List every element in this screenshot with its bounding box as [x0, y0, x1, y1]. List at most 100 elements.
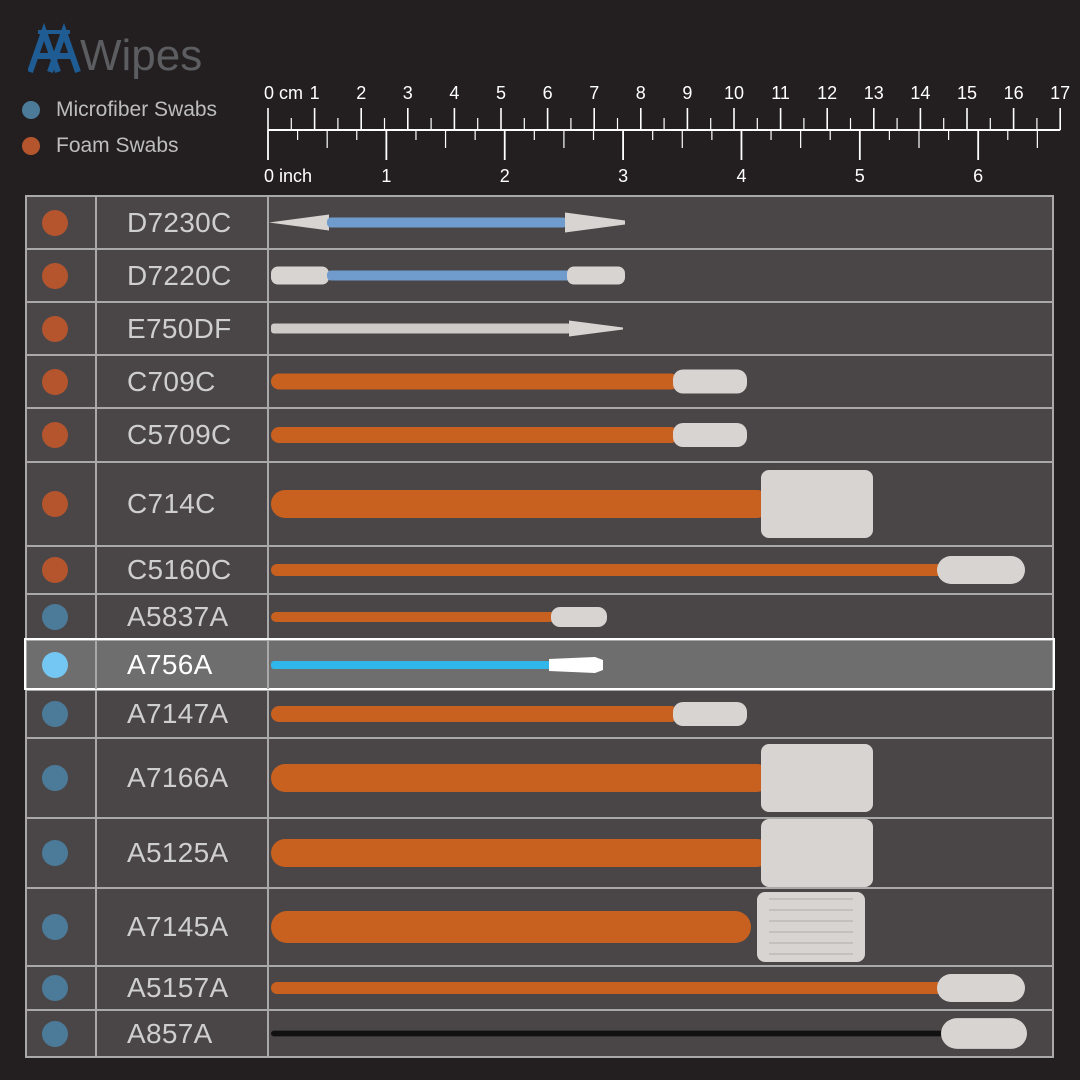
- inch-label: 1: [381, 166, 391, 186]
- legend-item-foam: Foam Swabs: [22, 133, 179, 159]
- swab-image: [271, 470, 873, 538]
- inch-label: 0 inch: [264, 166, 312, 186]
- table-row[interactable]: C5160C: [25, 545, 1054, 593]
- cm-label: 2: [356, 83, 366, 103]
- foam-dot-icon: [42, 422, 68, 448]
- swab-image: [271, 892, 865, 962]
- swab-head: [673, 702, 747, 726]
- product-code: D7220C: [95, 250, 269, 301]
- swab-image-cell: [269, 889, 1052, 965]
- swab-handle: [271, 427, 679, 443]
- swab-handle: [327, 217, 567, 228]
- legend-label: Microfiber Swabs: [56, 98, 218, 121]
- swab-image-cell: [269, 1011, 1052, 1056]
- table-row[interactable]: A7147A: [25, 689, 1054, 737]
- foam-dot-icon: [42, 315, 68, 342]
- foam-dot-icon: [22, 137, 40, 155]
- swab-handle: [271, 564, 951, 576]
- table-row[interactable]: D7230C: [25, 195, 1054, 248]
- table-row[interactable]: A5157A: [25, 965, 1054, 1009]
- product-code: A7166A: [95, 739, 269, 817]
- table-row[interactable]: C714C: [25, 461, 1054, 545]
- product-code: D7230C: [95, 197, 269, 248]
- aa-logo-mark: [28, 22, 81, 73]
- type-cell: [27, 691, 97, 737]
- swab-image-cell: [269, 356, 1052, 407]
- cm-label: 17: [1050, 83, 1070, 103]
- type-cell: [27, 967, 97, 1009]
- swab-image-cell: [269, 197, 1052, 248]
- table-row[interactable]: E750DF: [25, 301, 1054, 354]
- table-row[interactable]: A7145A: [25, 887, 1054, 965]
- table-row[interactable]: A756A: [24, 638, 1055, 690]
- table-row[interactable]: C709C: [25, 354, 1054, 407]
- type-cell: [27, 739, 97, 817]
- swab-image: [271, 369, 747, 394]
- type-cell: [27, 819, 97, 887]
- swab-image: [271, 607, 607, 627]
- swab-image: [271, 657, 603, 673]
- type-cell: [27, 250, 97, 301]
- product-code: A5125A: [95, 819, 269, 887]
- swab-tip-right: [565, 212, 625, 233]
- swab-handle: [271, 982, 951, 994]
- microfiber-dot-icon: [42, 914, 68, 940]
- product-code: C714C: [95, 463, 269, 545]
- swab-image-cell: [269, 303, 1052, 354]
- swab-head: [761, 819, 873, 887]
- swab-handle: [271, 612, 561, 622]
- type-cell: [27, 356, 97, 407]
- swab-head: [761, 744, 873, 812]
- swab-image-cell: [269, 595, 1052, 639]
- swab-image: [271, 320, 623, 337]
- product-code: E750DF: [95, 303, 269, 354]
- foam-dot-icon: [42, 491, 68, 517]
- product-code: A7145A: [95, 889, 269, 965]
- cm-label: 3: [403, 83, 413, 103]
- swab-head: [757, 892, 865, 962]
- swab-head: [937, 556, 1025, 584]
- swab-handle: [271, 490, 771, 518]
- legend-label: Foam Swabs: [56, 134, 179, 157]
- product-code: A857A: [95, 1011, 269, 1056]
- product-code: C709C: [95, 356, 269, 407]
- swab-image-cell: [269, 691, 1052, 737]
- swab-image: [271, 702, 747, 726]
- product-code: A5157A: [95, 967, 269, 1009]
- swab-handle: [271, 839, 771, 867]
- table-row[interactable]: C5709C: [25, 407, 1054, 461]
- measurement-ruler: 0 cm 1 2 3 4 5 6 7 8 9 10 11 12 13 14 15 16 170 inch 1 2 3 4 5…: [264, 83, 1070, 186]
- swab-handle: [271, 373, 679, 390]
- inch-label: 2: [500, 166, 510, 186]
- microfiber-dot-icon: [42, 765, 68, 791]
- swab-image-cell: [269, 547, 1052, 593]
- table-row[interactable]: A7166A: [25, 737, 1054, 817]
- cm-label: 15: [957, 83, 977, 103]
- cm-label: 4: [449, 83, 459, 103]
- cm-label: 9: [682, 83, 692, 103]
- inch-label: 4: [736, 166, 746, 186]
- swab-head: [761, 470, 873, 538]
- foam-dot-icon: [42, 262, 68, 289]
- type-cell: [27, 463, 97, 545]
- swab-image: [271, 744, 873, 812]
- product-code: C5709C: [95, 409, 269, 461]
- cm-label: 13: [864, 83, 884, 103]
- table-row[interactable]: D7220C: [25, 248, 1054, 301]
- inch-label: 3: [618, 166, 628, 186]
- table-row[interactable]: A5125A: [25, 817, 1054, 887]
- microfiber-dot-icon: [42, 652, 68, 678]
- cm-label: 8: [636, 83, 646, 103]
- swab-head: [937, 974, 1025, 1002]
- swab-tip-left: [269, 214, 329, 231]
- cm-label: 11: [771, 83, 790, 103]
- table-row[interactable]: A5837A: [25, 593, 1054, 639]
- type-cell: [27, 303, 97, 354]
- swab-handle: [271, 1030, 951, 1037]
- swab-handle: [271, 706, 679, 722]
- table-row[interactable]: A857A: [25, 1009, 1054, 1058]
- microfiber-dot-icon: [42, 840, 68, 866]
- inch-label: 5: [855, 166, 865, 186]
- inch-label: 6: [973, 166, 983, 186]
- type-cell: [27, 641, 97, 689]
